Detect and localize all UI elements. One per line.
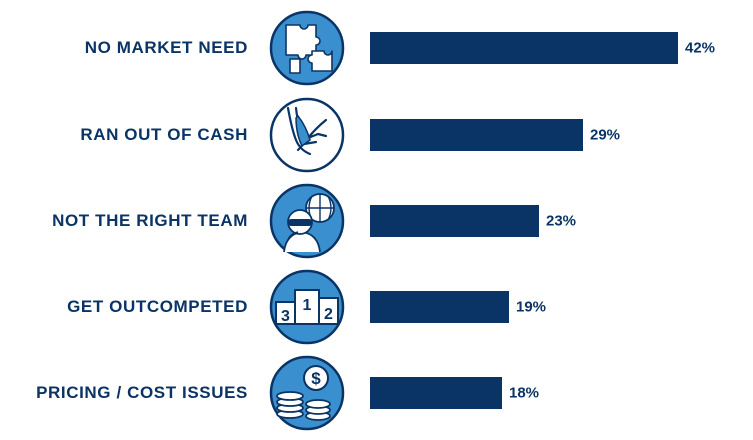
data-label: 42% — [685, 39, 716, 57]
category-label: PRICING / COST ISSUES — [36, 383, 248, 402]
category-label: NO MARKET NEED — [84, 38, 248, 57]
podium-number: 1 — [303, 297, 312, 314]
category-label: GET OUTCOMPETED — [67, 297, 248, 316]
data-label: 19% — [516, 298, 547, 316]
category-label: NOT THE RIGHT TEAM — [52, 211, 248, 230]
chart-row: RAN OUT OF CASH 29% — [0, 93, 753, 177]
bar — [370, 377, 502, 409]
data-label: 18% — [509, 384, 540, 402]
data-label: 29% — [590, 126, 621, 144]
category-label: RAN OUT OF CASH — [80, 125, 248, 144]
bar — [370, 291, 509, 323]
chart-row: NO MARKET NEED 42% — [0, 6, 753, 90]
team-icon — [268, 182, 346, 260]
bar — [370, 32, 678, 64]
podium-number: 3 — [281, 308, 290, 325]
chart-row: NOT THE RIGHT TEAM 23% — [0, 179, 753, 263]
puzzle-icon — [268, 9, 346, 87]
bar — [370, 205, 539, 237]
podium-number: 2 — [324, 306, 333, 323]
chart-row: GET OUTCOMPETED 3 1 2 19% — [0, 265, 753, 349]
coins-icon: $ — [268, 354, 346, 432]
data-label: 23% — [546, 212, 577, 230]
handshake-icon — [268, 96, 346, 174]
bar — [370, 119, 583, 151]
chart-row: PRICING / COST ISSUES $ 18% — [0, 351, 753, 435]
podium-icon: 3 1 2 — [268, 268, 346, 346]
dollar-sign: $ — [311, 369, 321, 388]
